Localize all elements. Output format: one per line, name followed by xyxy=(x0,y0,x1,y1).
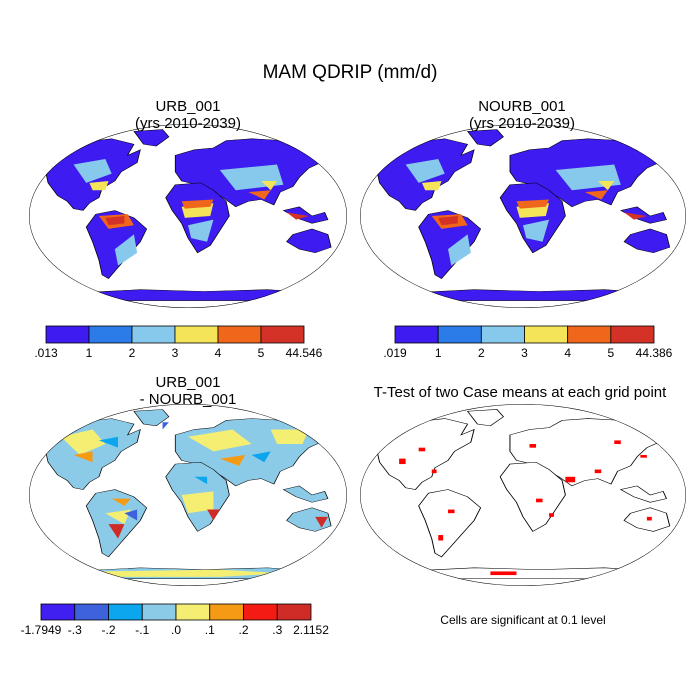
map-ttest xyxy=(360,404,686,586)
colorbar-tick-label: -.2 xyxy=(101,623,115,637)
colorbar-tick-label: -1.7949 xyxy=(21,623,62,637)
colorbar-tick-label: 1 xyxy=(86,346,93,360)
colorbar-tick-label: 3 xyxy=(521,346,528,360)
colorbar-tick-label: 2 xyxy=(129,346,136,360)
colorbar-tick-label: 44.546 xyxy=(286,346,323,360)
colorbar-tick-label: .013 xyxy=(34,346,58,360)
colorbar-tick-label: 2 xyxy=(478,346,485,360)
colorbar-tick-label: .019 xyxy=(383,346,407,360)
ttest-footnote: Cells are significant at 0.1 level xyxy=(440,613,606,627)
panel-title-difference-line1: URB_001 xyxy=(155,374,221,391)
colorbar-tick-label: 4 xyxy=(215,346,222,360)
colorbar-tick-label: 5 xyxy=(258,346,265,360)
panel-title-nourb-line1: NOURB_001 xyxy=(478,98,566,115)
colorbar-swatch xyxy=(88,325,133,344)
colorbar-tick-label: 3 xyxy=(172,346,179,360)
colorbar-swatch xyxy=(174,325,219,344)
colorbar-tick-label: .0 xyxy=(171,623,181,637)
panel-title-urb-line2: (yrs 2010-2039) xyxy=(135,115,241,132)
colorbar-tick-label: -.1 xyxy=(135,623,149,637)
colorbar-swatch xyxy=(260,325,305,344)
panel-title-nourb: NOURB_001 (yrs 2010-2039) xyxy=(372,98,672,132)
colorbar-swatch xyxy=(524,325,569,344)
colorbar-swatch xyxy=(243,603,278,621)
colorbar-tick-label: .1 xyxy=(205,623,215,637)
panel-title-difference: URB_001 - NOURB_001 xyxy=(38,374,338,408)
colorbar-tick-label: -.3 xyxy=(68,623,82,637)
map-urb xyxy=(29,124,347,308)
colorbar-tick-label: 44.386 xyxy=(636,346,673,360)
figure-title: MAM QDRIP (mm/d) xyxy=(262,62,438,83)
colorbar-swatch xyxy=(40,603,76,621)
colorbar-difference: -1.7949 -.3 -.2 -.1 .0 .1 .2 .3 2.1152 xyxy=(21,603,329,637)
colorbar-swatch xyxy=(437,325,482,344)
colorbar-swatch xyxy=(141,603,177,621)
map-difference xyxy=(29,404,347,586)
colorbar-swatch xyxy=(217,325,262,344)
colorbar-swatch xyxy=(45,325,90,344)
colorbar-tick-label: 4 xyxy=(564,346,571,360)
colorbar-swatch xyxy=(480,325,525,344)
colorbar-tick-label: .3 xyxy=(272,623,282,637)
colorbar-swatch xyxy=(175,603,211,621)
colorbar-tick-label: 1 xyxy=(435,346,442,360)
map-nourb xyxy=(360,124,686,308)
panel-title-nourb-line2: (yrs 2010-2039) xyxy=(469,115,575,132)
panel-title-urb-line1: URB_001 xyxy=(155,98,221,115)
panel-title-urb: URB_001 (yrs 2010-2039) xyxy=(38,98,338,132)
colorbar-swatch xyxy=(567,325,612,344)
colorbar-swatch xyxy=(209,603,244,621)
colorbar-swatch xyxy=(610,325,655,344)
panel-title-difference-line2: - NOURB_001 xyxy=(139,391,237,408)
colorbar-swatch xyxy=(131,325,176,344)
colorbar-tick-label: 5 xyxy=(607,346,614,360)
colorbar-urb: .013 1 2 3 4 5 44.546 xyxy=(34,325,323,360)
colorbar-nourb: .019 1 2 3 4 5 44.386 xyxy=(383,325,673,360)
panel-title-ttest: T-Test of two Case means at each grid po… xyxy=(373,384,667,401)
colorbar-swatch xyxy=(108,603,143,621)
colorbar-swatch xyxy=(74,603,109,621)
colorbar-tick-label: 2.1152 xyxy=(293,623,329,637)
colorbar-swatch xyxy=(276,603,312,621)
colorbar-tick-label: .2 xyxy=(238,623,248,637)
colorbar-swatch xyxy=(394,325,439,344)
